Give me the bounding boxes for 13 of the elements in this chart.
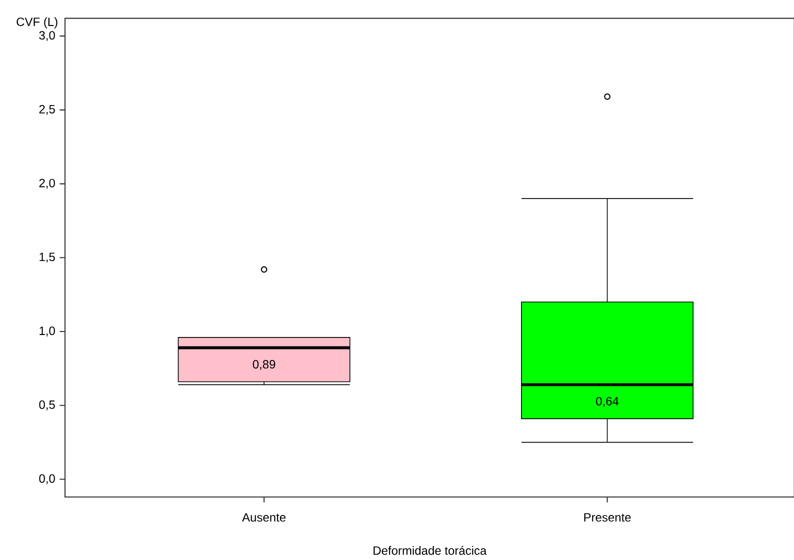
y-tick-label: 2,5: [39, 104, 55, 115]
x-tick-label: Ausente: [242, 513, 286, 522]
y-tick-label: 1,0: [40, 326, 55, 336]
y-axis-title: CVF (L): [16, 17, 58, 28]
y-tick-label: 3,0: [39, 31, 55, 41]
y-tick-label: 2,0: [39, 178, 55, 189]
y-tick-label: 1,5: [40, 252, 55, 263]
annotation: 0,89: [252, 360, 276, 370]
y-tick-label: 0,0: [39, 474, 55, 484]
x-axis-title: Deformidade torácica: [374, 546, 487, 555]
annotation: 0,64: [596, 396, 619, 407]
y-tick-label: 0,5: [39, 400, 55, 410]
x-tick-label: Presente: [584, 513, 631, 522]
